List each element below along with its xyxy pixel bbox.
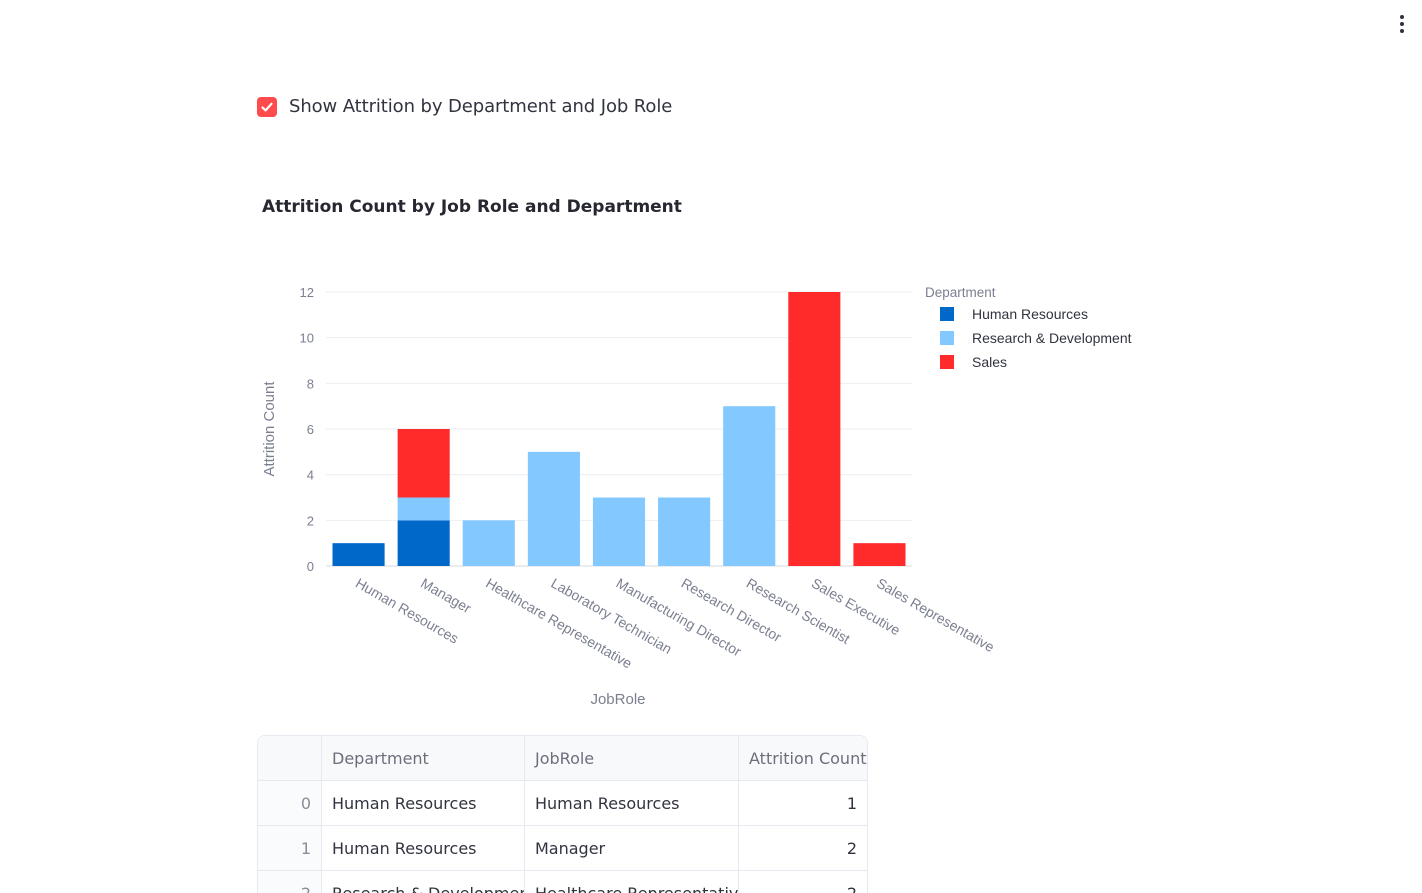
bar-segment bbox=[397, 520, 450, 566]
y-tick-label: 10 bbox=[300, 331, 314, 346]
y-tick-label: 12 bbox=[300, 285, 314, 300]
legend-label[interactable]: Research & Development bbox=[972, 330, 1132, 346]
legend-title: Department bbox=[925, 285, 996, 300]
legend-swatch[interactable] bbox=[940, 355, 954, 369]
y-tick-label: 6 bbox=[307, 422, 314, 437]
legend-label[interactable]: Human Resources bbox=[972, 306, 1088, 322]
bar-segment bbox=[788, 292, 841, 566]
x-tick-label: Manufacturing Director bbox=[614, 575, 745, 660]
y-axis-title: Attrition Count bbox=[261, 381, 278, 477]
table-cell-department[interactable]: Human Resources bbox=[322, 781, 525, 825]
bar-segment bbox=[462, 520, 515, 566]
y-tick-label: 2 bbox=[307, 513, 314, 528]
table-row[interactable]: 0 Human Resources Human Resources 1 bbox=[258, 781, 867, 826]
checkbox-checked-box[interactable] bbox=[257, 96, 277, 117]
x-tick-label: Research Scientist bbox=[744, 575, 853, 647]
kebab-menu-icon-dot-2 bbox=[1400, 22, 1404, 26]
main-menu-button[interactable] bbox=[1390, 10, 1414, 38]
bar-segment bbox=[723, 406, 776, 566]
kebab-menu-icon bbox=[1400, 15, 1404, 19]
attrition-data-table[interactable]: Department JobRole Attrition Count 0 Hum… bbox=[257, 735, 868, 893]
table-row-index: 1 bbox=[258, 826, 322, 870]
bar-segment bbox=[658, 497, 711, 566]
table-cell-attrition-count[interactable]: 2 bbox=[846, 838, 857, 858]
table-cell-department[interactable]: Research & Development bbox=[322, 871, 525, 893]
table-header-jobrole[interactable]: JobRole bbox=[525, 736, 739, 780]
x-tick-label: Laboratory Technician bbox=[548, 575, 674, 657]
legend-swatch[interactable] bbox=[940, 307, 954, 321]
table-header-row: Department JobRole Attrition Count bbox=[258, 736, 867, 781]
bar-segment bbox=[592, 497, 646, 566]
table-row-index: 0 bbox=[258, 781, 322, 825]
y-tick-label: 0 bbox=[307, 559, 314, 574]
x-axis-title: JobRole bbox=[590, 691, 645, 708]
x-tick-label: Manager bbox=[418, 575, 474, 617]
table-row[interactable]: 1 Human Resources Manager 2 bbox=[258, 826, 867, 871]
table-cell-attrition-count[interactable]: 2 bbox=[846, 883, 857, 893]
kebab-menu-icon-dot-3 bbox=[1400, 29, 1404, 33]
table-row[interactable]: 2 Research & Development Healthcare Repr… bbox=[258, 871, 867, 893]
show-attrition-checkbox[interactable]: Show Attrition by Department and Job Rol… bbox=[257, 96, 672, 117]
bar-segment bbox=[853, 543, 906, 566]
table-row-index: 2 bbox=[258, 871, 322, 893]
table-cell-jobrole[interactable]: Manager bbox=[525, 826, 739, 870]
table-header-index[interactable] bbox=[258, 736, 322, 780]
bar-segment bbox=[332, 543, 385, 566]
y-tick-label: 4 bbox=[307, 468, 314, 483]
table-cell-jobrole[interactable]: Human Resources bbox=[525, 781, 739, 825]
table-header-attrition-count[interactable]: Attrition Count bbox=[749, 748, 867, 768]
x-tick-label: Human Resources bbox=[353, 575, 461, 647]
x-tick-label: Healthcare Representative bbox=[483, 575, 635, 672]
checkmark-icon bbox=[261, 102, 273, 111]
bar-segment bbox=[527, 451, 580, 566]
bar-segment bbox=[397, 497, 450, 521]
bar-segment bbox=[397, 429, 450, 498]
table-cell-department[interactable]: Human Resources bbox=[322, 826, 525, 870]
x-tick-label: Sales Representative bbox=[874, 575, 997, 656]
x-tick-label: Sales Executive bbox=[809, 575, 903, 639]
y-tick-label: 8 bbox=[307, 376, 314, 391]
table-cell-jobrole[interactable]: Healthcare Representative bbox=[525, 871, 739, 893]
table-cell-attrition-count[interactable]: 1 bbox=[846, 793, 857, 813]
table-header-department[interactable]: Department bbox=[322, 736, 525, 780]
chart-title: Attrition Count by Job Role and Departme… bbox=[262, 197, 682, 217]
checkbox-label: Show Attrition by Department and Job Rol… bbox=[289, 96, 673, 117]
x-tick-label: Research Director bbox=[679, 575, 785, 645]
legend-label[interactable]: Sales bbox=[972, 354, 1007, 370]
legend-swatch[interactable] bbox=[940, 331, 954, 345]
